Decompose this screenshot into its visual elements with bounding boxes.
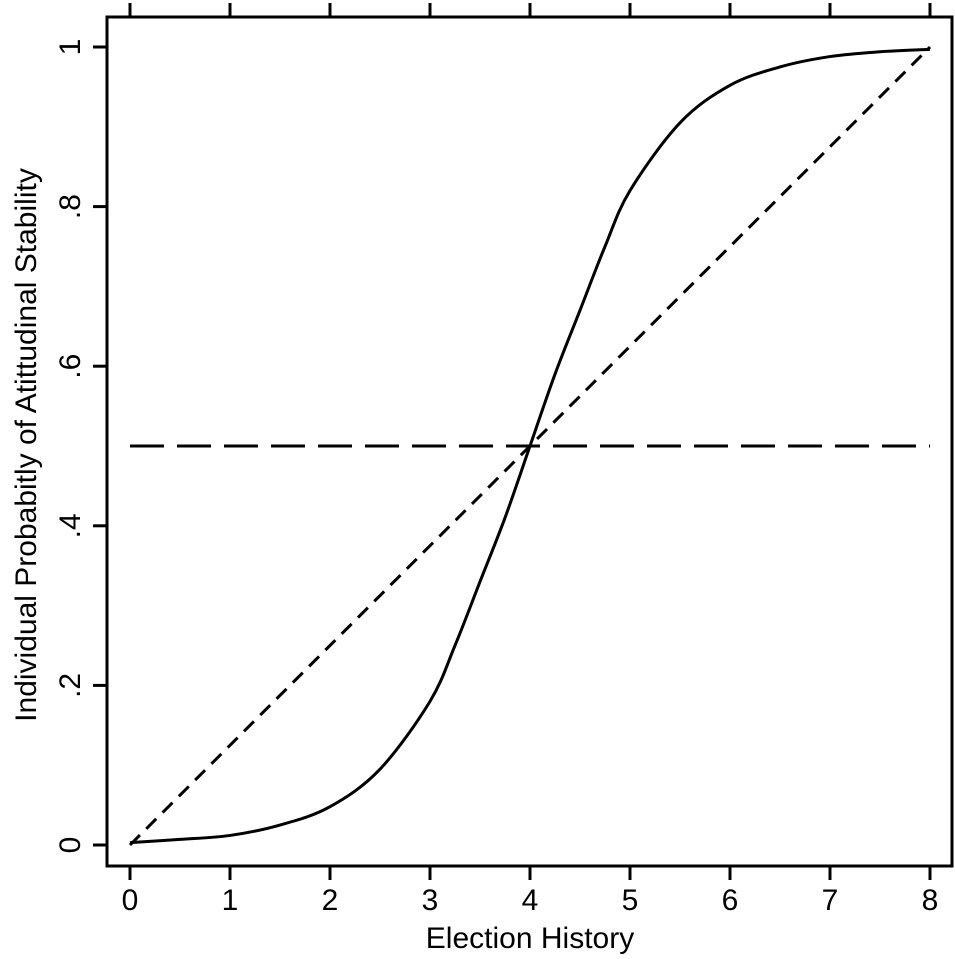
y-tick-label: .6 — [54, 354, 87, 379]
x-tick-label: 5 — [622, 884, 639, 917]
x-tick-label: 4 — [522, 884, 539, 917]
plot-frame — [105, 15, 954, 868]
series-layer — [128, 45, 932, 847]
x-axis-label: Election History — [426, 922, 634, 955]
x-tick-label: 6 — [722, 884, 739, 917]
top-ticks — [128, 3, 932, 17]
y-tick-label: 1 — [54, 39, 87, 56]
x-tick-label: 2 — [322, 884, 339, 917]
y-axis-label: Individual Probabitly of Atittudinal Sta… — [10, 168, 43, 722]
x-axis: 0 1 2 3 4 5 6 7 8 — [122, 866, 939, 917]
y-axis: 0 .2 .4 .6 .8 1 — [54, 39, 107, 854]
x-tick-label: 8 — [922, 884, 939, 917]
x-tick-label: 3 — [422, 884, 439, 917]
x-tick-label: 1 — [222, 884, 239, 917]
x-tick-label: 7 — [822, 884, 839, 917]
y-tick-label: .2 — [54, 673, 87, 698]
y-tick-label: 0 — [54, 837, 87, 854]
y-tick-label: .4 — [54, 513, 87, 538]
y-tick-label: .8 — [54, 194, 87, 219]
x-tick-label: 0 — [122, 884, 139, 917]
